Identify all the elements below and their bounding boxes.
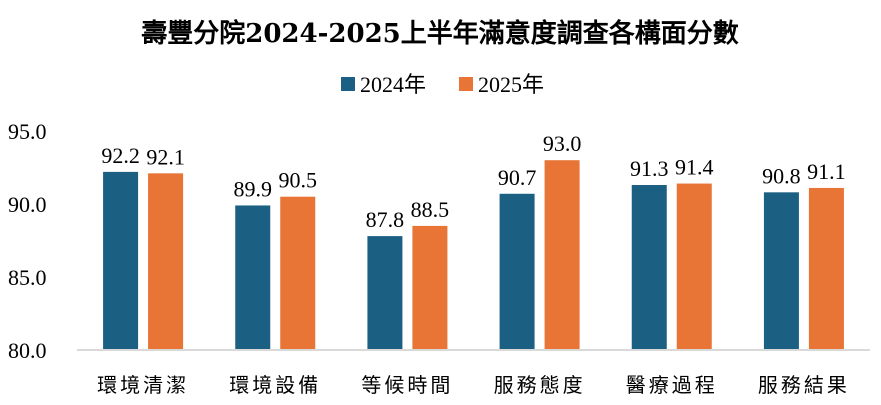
bar-2024 [499, 193, 535, 350]
legend-swatch-2025 [459, 77, 473, 91]
bar-2025 [148, 173, 184, 350]
legend: 2024年 2025年 [341, 72, 544, 97]
data-label: 92.2 [101, 143, 140, 168]
data-labels: 92.2 92.1 89.9 90.5 87.8 88.5 90.793.0 91.3 91.4… [101, 131, 845, 232]
data-label: 90.8 [762, 163, 801, 188]
y-tick-label: 95.0 [8, 119, 47, 144]
chart-title: 壽豐分院2024-2025上半年滿意度調查各構面分數 [141, 18, 739, 49]
bar-2025 [412, 225, 448, 350]
bar-2025 [808, 187, 844, 350]
legend-label-2025: 2025年 [478, 72, 544, 97]
bars [103, 160, 844, 350]
y-axis-ticks: 95.0 90.0 85.0 80.0 [8, 119, 47, 363]
legend-label-2024: 2024年 [360, 72, 426, 97]
data-label: 92.1 [146, 144, 185, 169]
legend-swatch-2024 [341, 77, 355, 91]
bar-2024 [367, 236, 403, 350]
data-label: 91.1 [807, 159, 846, 184]
data-label: 91.4 [675, 155, 714, 180]
category-label: 等候時間 [361, 373, 453, 397]
y-tick-label: 80.0 [8, 338, 47, 363]
bar-2025 [676, 183, 712, 350]
data-label: 91.3 [630, 156, 669, 181]
data-label: 90.7 [498, 165, 537, 190]
data-label: 88.5 [411, 197, 450, 222]
bar-2024 [763, 192, 799, 350]
data-label: 90.5 [279, 168, 318, 193]
bar-2025 [544, 160, 580, 350]
bar-2024 [103, 171, 139, 350]
category-label: 環境設備 [229, 373, 321, 397]
category-label: 醫療過程 [626, 373, 718, 397]
y-tick-label: 90.0 [8, 192, 47, 217]
bar-2025 [280, 196, 316, 350]
data-label: 87.8 [366, 207, 405, 232]
y-tick-label: 85.0 [8, 265, 47, 290]
category-label: 環境清潔 [97, 373, 189, 397]
category-label: 服務態度 [494, 373, 586, 397]
data-label: 89.9 [234, 176, 273, 201]
category-labels: 環境清潔 環境設備 等候時間 服務態度 醫療過程 服務結果 [97, 373, 850, 397]
bar-2024 [631, 185, 667, 350]
data-label: 93.0 [543, 131, 582, 156]
bar-2024 [235, 205, 271, 350]
category-label: 服務結果 [758, 373, 850, 397]
